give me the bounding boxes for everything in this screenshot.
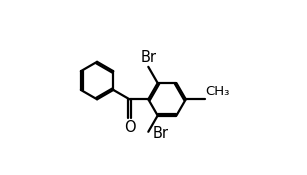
Text: Br: Br — [153, 126, 169, 141]
Text: O: O — [124, 120, 135, 135]
Text: CH₃: CH₃ — [206, 85, 230, 98]
Text: Br: Br — [140, 50, 156, 65]
